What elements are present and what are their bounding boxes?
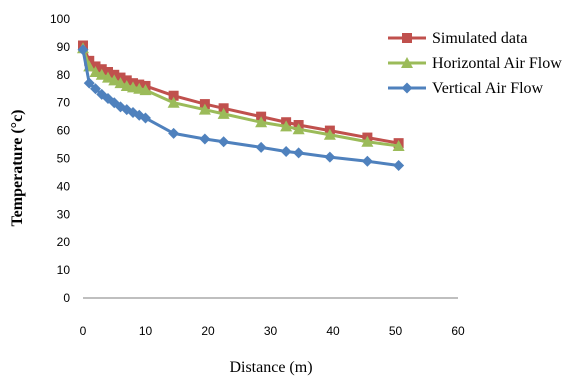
data-point <box>198 103 211 115</box>
y-tick-label: 50 <box>57 152 71 166</box>
legend-entry: Horizontal Air Flow <box>388 55 562 72</box>
data-point <box>89 66 102 78</box>
x-tick-label: 30 <box>264 324 278 338</box>
data-point <box>114 77 127 89</box>
y-tick-label: 30 <box>57 207 71 221</box>
y-tick-label: 60 <box>57 124 71 138</box>
series-line <box>81 44 399 145</box>
data-point <box>199 133 211 145</box>
data-point <box>393 159 405 171</box>
series-1 <box>78 40 404 149</box>
data-point <box>255 141 267 153</box>
y-tick-label: 80 <box>57 68 71 82</box>
legend-marker <box>401 82 413 94</box>
data-point <box>139 84 152 96</box>
y-axis-title: Temperature (°c) <box>9 109 26 226</box>
data-point <box>292 123 305 135</box>
legend-label: Horizontal Air Flow <box>432 55 562 72</box>
series-2 <box>77 42 405 151</box>
data-point <box>280 146 292 158</box>
data-point <box>217 107 230 119</box>
data-point <box>168 127 180 139</box>
y-tick-label: 0 <box>63 291 70 305</box>
x-tick-label: 0 <box>80 324 87 338</box>
legend-entry: Vertical Air Flow <box>388 80 544 97</box>
data-point <box>140 112 151 124</box>
data-point <box>323 128 336 140</box>
y-tick-label: 40 <box>57 179 71 193</box>
data-point <box>293 147 305 159</box>
y-tick-label: 10 <box>57 263 71 277</box>
y-tick-label: 90 <box>57 40 71 54</box>
data-point <box>102 71 114 83</box>
series-line <box>81 47 399 148</box>
x-tick-label: 60 <box>451 324 465 338</box>
data-point <box>95 68 108 80</box>
legend-label: Simulated data <box>432 30 528 47</box>
x-axis-ticks: 0 10 20 30 40 50 60 <box>80 324 465 338</box>
y-axis-ticks: 0 10 20 30 40 50 60 70 80 90 100 <box>50 12 70 305</box>
data-point <box>167 96 180 108</box>
data-point <box>108 74 121 86</box>
data-point <box>280 120 293 132</box>
y-tick-label: 100 <box>50 12 70 26</box>
legend-entry: Simulated data <box>388 30 528 47</box>
x-tick-label: 40 <box>326 324 340 338</box>
data-point <box>324 151 336 163</box>
data-point <box>83 77 95 89</box>
data-point <box>77 44 89 56</box>
x-tick-label: 10 <box>139 324 153 338</box>
legend-marker <box>401 57 413 68</box>
data-point <box>361 155 373 167</box>
data-point <box>168 90 179 101</box>
data-point <box>255 116 268 128</box>
y-tick-label: 70 <box>57 96 71 110</box>
series-layer <box>77 40 405 171</box>
series-3 <box>77 44 405 171</box>
x-tick-label: 20 <box>201 324 215 338</box>
x-axis-title: Distance (m) <box>229 359 312 376</box>
legend-label: Vertical Air Flow <box>432 80 544 97</box>
data-point <box>361 135 374 147</box>
y-tick-label: 20 <box>57 235 71 249</box>
x-tick-label: 50 <box>389 324 403 338</box>
legend-marker <box>402 33 412 43</box>
series-line <box>81 49 399 167</box>
data-point <box>218 136 230 148</box>
legend: Simulated data Horizontal Air Flow Vertica… <box>388 30 562 97</box>
data-point <box>90 83 101 95</box>
data-point <box>392 139 405 151</box>
